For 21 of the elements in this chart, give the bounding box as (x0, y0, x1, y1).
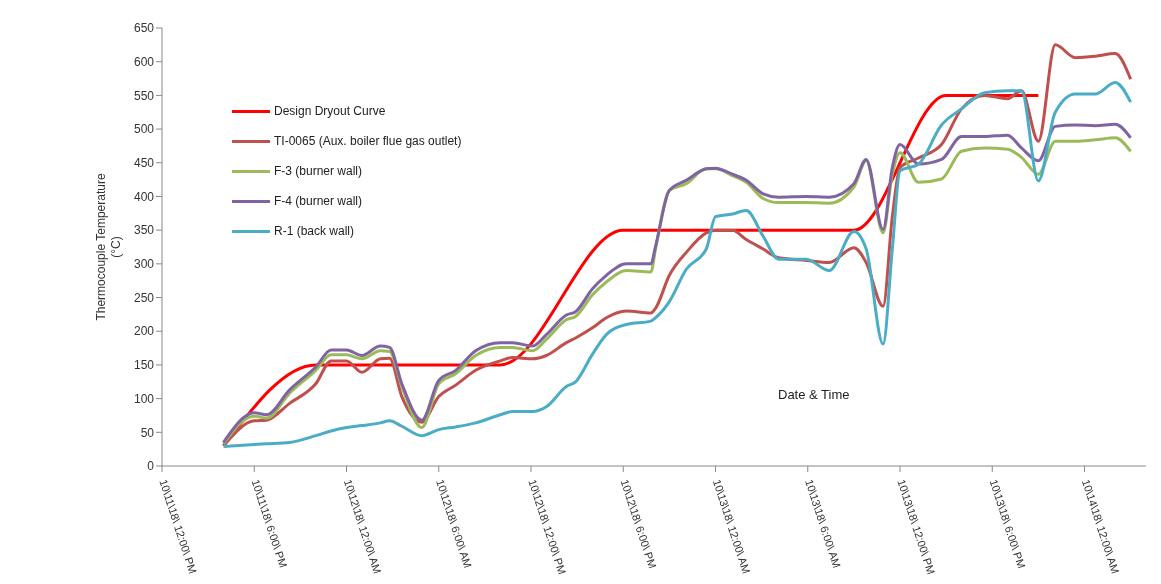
y-tick-label: 0 (147, 459, 155, 474)
y-tick-label: 350 (133, 223, 155, 238)
y-tick-label: 500 (133, 122, 155, 137)
y-tick-label: 450 (133, 156, 155, 171)
legend-label: R-1 (back wall) (274, 224, 355, 238)
y-tick-label: 50 (140, 425, 155, 440)
y-tick-label: 550 (133, 88, 155, 103)
y-tick-label: 650 (133, 21, 155, 36)
legend-label: F-4 (burner wall) (274, 194, 363, 208)
legend-label: TI-0065 (Aux. boiler flue gas outlet) (274, 134, 462, 148)
x-axis-title: Date & Time (778, 387, 850, 403)
y-tick-label: 250 (133, 290, 155, 305)
y-tick-label: 600 (133, 54, 155, 69)
legend-label: Design Dryout Curve (274, 104, 386, 118)
y-tick-label: 400 (133, 189, 155, 204)
y-tick-label: 150 (133, 358, 155, 373)
legend-label: F-3 (burner wall) (274, 164, 363, 178)
y-axis-title: Thermocouple Temperature (°C) (94, 173, 123, 321)
y-tick-label: 100 (133, 391, 155, 406)
y-tick-label: 200 (133, 324, 155, 339)
y-tick-label: 300 (133, 257, 155, 272)
